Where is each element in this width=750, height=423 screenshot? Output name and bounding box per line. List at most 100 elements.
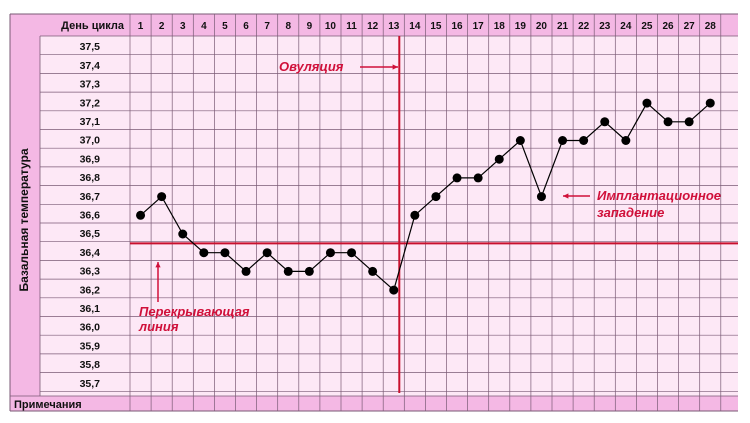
x-tick-label: 14	[409, 21, 421, 32]
chart-backgrounds	[10, 14, 738, 411]
x-tick-label: 9	[307, 21, 313, 32]
y-tick-label: 36,4	[80, 247, 101, 259]
footer-bg	[10, 396, 738, 411]
x-tick-label: 17	[473, 21, 485, 32]
chart-grid	[9, 13, 738, 412]
data-point	[178, 229, 188, 239]
y-tick-label: 36,8	[80, 172, 101, 184]
x-tick-label: 18	[494, 21, 506, 32]
x-tick-label: 12	[367, 21, 379, 32]
y-tick-label: 36,3	[80, 266, 101, 278]
data-point	[705, 98, 715, 108]
x-tick-label: 19	[515, 21, 527, 32]
x-tick-label: 7	[264, 21, 270, 32]
y-tick-label: 35,9	[80, 340, 101, 352]
x-tick-label: 5	[222, 21, 228, 32]
data-point	[642, 98, 652, 108]
x-tick-label: 8	[285, 21, 291, 32]
y-tick-label: 37,1	[80, 116, 101, 128]
ovulation-label: Овуляция	[279, 59, 344, 74]
data-point	[431, 192, 441, 202]
x-tick-label: 1	[138, 21, 144, 32]
x-tick-label: 22	[578, 21, 590, 32]
ylabel-column-bg	[10, 14, 40, 396]
y-tick-label: 36,0	[80, 322, 101, 334]
data-point	[368, 266, 378, 276]
y-axis-label: Базальная температура	[17, 148, 31, 291]
y-tick-label: 36,6	[80, 210, 101, 222]
x-header-label: День цикла	[61, 20, 125, 32]
data-point	[600, 117, 610, 127]
x-tick-label: 26	[662, 21, 674, 32]
data-point	[579, 136, 589, 145]
x-axis-header: День цикла	[61, 20, 125, 32]
implantation-label-line1: Имплантационное	[597, 188, 721, 203]
y-tick-label: 36,1	[80, 303, 101, 315]
x-tick-label: 20	[536, 21, 548, 32]
data-point	[283, 266, 293, 276]
data-point	[389, 285, 399, 295]
y-tick-label: 37,0	[80, 135, 101, 147]
data-point	[473, 173, 483, 183]
data-point	[304, 266, 314, 276]
x-tick-label: 23	[599, 21, 611, 32]
x-tick-label: 21	[557, 21, 569, 32]
y-tick-label: 37,4	[80, 60, 101, 72]
coverline-arrow-head	[155, 262, 161, 268]
y-tick-label: 35,7	[80, 378, 101, 390]
data-point	[347, 248, 357, 258]
x-tick-label: 11	[346, 21, 357, 32]
y-tick-label: 35,8	[80, 359, 101, 371]
y-tick-label: 36,2	[80, 284, 101, 296]
header-bg	[10, 14, 738, 36]
y-tick-label: 37,2	[80, 97, 101, 109]
y-tick-labels: 37,5 37,4 37,3 37,2 37,1 37,0 36,9 36,8 36,7 36,6…	[80, 41, 101, 390]
implantation-arrow-head	[563, 193, 569, 199]
x-tick-label: 28	[705, 21, 717, 32]
reference-lines	[130, 36, 738, 393]
x-tick-label: 4	[201, 21, 207, 32]
y-tick-label: 36,5	[80, 228, 101, 240]
data-point	[452, 173, 462, 183]
data-point	[684, 117, 694, 127]
data-point	[262, 248, 272, 258]
x-tick-labels: 1 2 3 4 5 6 7 8 9 10 11 12 13 14 15 16 17 18 19 20 21 22 23 24 2…	[138, 21, 716, 32]
x-tick-label: 27	[684, 21, 696, 32]
y-tick-label: 36,7	[80, 191, 101, 203]
x-tick-label: 25	[641, 21, 653, 32]
data-point	[157, 192, 167, 202]
data-point	[536, 192, 546, 202]
data-point	[515, 136, 525, 145]
y-tick-label: 37,3	[80, 79, 101, 91]
implantation-label-line2: западение	[597, 205, 664, 220]
data-point	[663, 117, 673, 127]
x-tick-label: 3	[180, 21, 186, 32]
x-tick-label: 24	[620, 21, 632, 32]
data-point	[558, 136, 568, 145]
data-point	[136, 210, 146, 220]
data-point	[241, 266, 251, 276]
data-point	[621, 136, 631, 145]
data-point	[220, 248, 230, 258]
x-tick-label: 15	[430, 21, 442, 32]
x-tick-label: 16	[451, 21, 463, 32]
data-point	[199, 248, 209, 258]
data-point	[494, 154, 504, 164]
x-tick-label: 10	[325, 21, 337, 32]
y-tick-label: 36,9	[80, 153, 101, 165]
y-tick-label: 37,5	[80, 41, 101, 53]
notes-row-label: Примечания	[14, 399, 82, 411]
coverline-label-line1: Перекрывающая	[139, 304, 250, 319]
ovulation-arrow-head	[392, 64, 398, 70]
series-line	[140, 102, 711, 292]
body-bg	[10, 14, 738, 411]
temperature-series	[136, 98, 715, 295]
chart-annotations: Овуляция Перекрывающая линия Имплантацио…	[138, 59, 721, 334]
x-tick-label: 13	[388, 21, 400, 32]
x-tick-label: 6	[243, 21, 249, 32]
data-point	[410, 210, 420, 220]
x-tick-label: 2	[159, 21, 165, 32]
data-point	[325, 248, 335, 258]
coverline-label-line2: линия	[138, 319, 179, 334]
